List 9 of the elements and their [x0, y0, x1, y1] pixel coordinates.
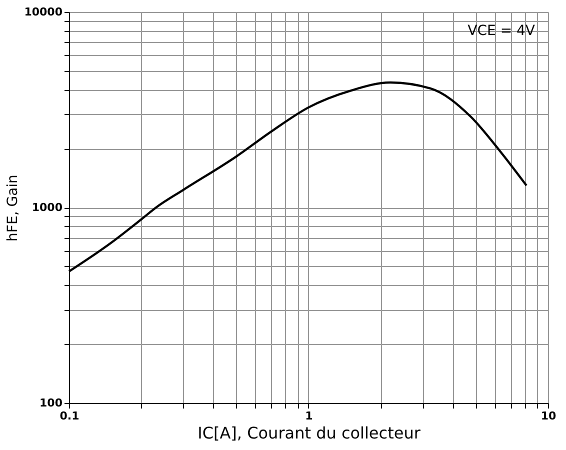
x-axis-title: IC[A], Courant du collecteur: [198, 424, 421, 442]
x-tick-label: 0.1: [60, 410, 80, 422]
y-tick-label: 100: [40, 396, 63, 410]
y-tick-label: 10000: [24, 6, 63, 18]
x-tick-label: 1: [305, 410, 313, 422]
annotation: VCE = 4V: [468, 23, 536, 39]
y-axis-title: hFE, Gain: [5, 174, 22, 242]
x-tick-label: 10: [540, 410, 556, 422]
y-tick-label: 1000: [32, 201, 63, 214]
